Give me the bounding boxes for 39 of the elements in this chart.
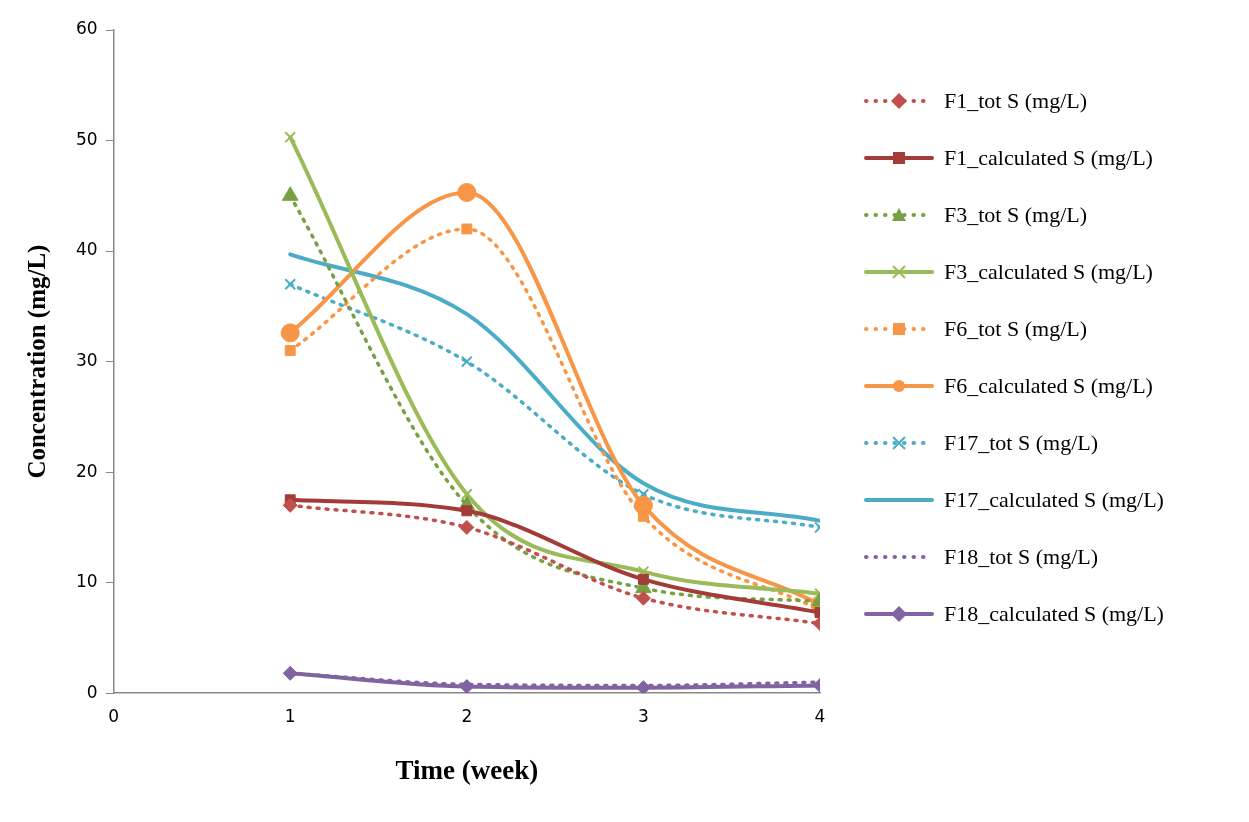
legend-label: F17_tot S (mg/L)	[944, 429, 1099, 456]
point	[460, 355, 473, 368]
legend-label: F17_calculated S (mg/L)	[944, 486, 1164, 513]
point	[637, 573, 649, 585]
point	[282, 497, 298, 513]
legend-label: F3_calculated S (mg/L)	[944, 258, 1153, 285]
x-tick-label: 3	[637, 705, 649, 726]
y-tick-label: 0	[86, 681, 98, 702]
legend-label: F3_tot S (mg/L)	[944, 201, 1088, 228]
x-tick-label: 2	[461, 705, 473, 726]
x-tick-label: 0	[108, 705, 120, 726]
legend-label: F18_tot S (mg/L)	[944, 543, 1099, 570]
x-tick-label: 4	[814, 705, 826, 726]
point	[459, 519, 475, 535]
legend-label: F6_tot S (mg/L)	[944, 315, 1088, 342]
point	[459, 679, 475, 694]
y-tick-label: 50	[75, 128, 98, 149]
y-tick-label: 30	[75, 350, 98, 371]
legend-label: F1_tot S (mg/L)	[944, 87, 1088, 114]
y-tick-label: 20	[75, 460, 98, 481]
y-tick-label: 40	[75, 239, 98, 260]
point	[461, 505, 473, 517]
y-tick-label: 60	[75, 18, 98, 39]
x-tick-label: 1	[284, 705, 296, 726]
point	[457, 182, 477, 202]
legend-label: F6_calculated S (mg/L)	[944, 372, 1153, 399]
legend-label: F18_calculated S (mg/L)	[944, 600, 1164, 627]
x-axis-title: Time (week)	[395, 754, 539, 785]
point	[284, 278, 297, 291]
point	[635, 590, 651, 606]
point	[635, 680, 651, 694]
point	[460, 488, 473, 501]
point	[284, 131, 297, 144]
legend-label: F1_calculated S (mg/L)	[944, 144, 1153, 171]
y-tick-label: 10	[75, 571, 98, 592]
point	[280, 323, 300, 343]
point	[284, 345, 296, 356]
y-axis-title: Concentration (mg/L)	[23, 244, 52, 479]
point	[461, 223, 473, 235]
